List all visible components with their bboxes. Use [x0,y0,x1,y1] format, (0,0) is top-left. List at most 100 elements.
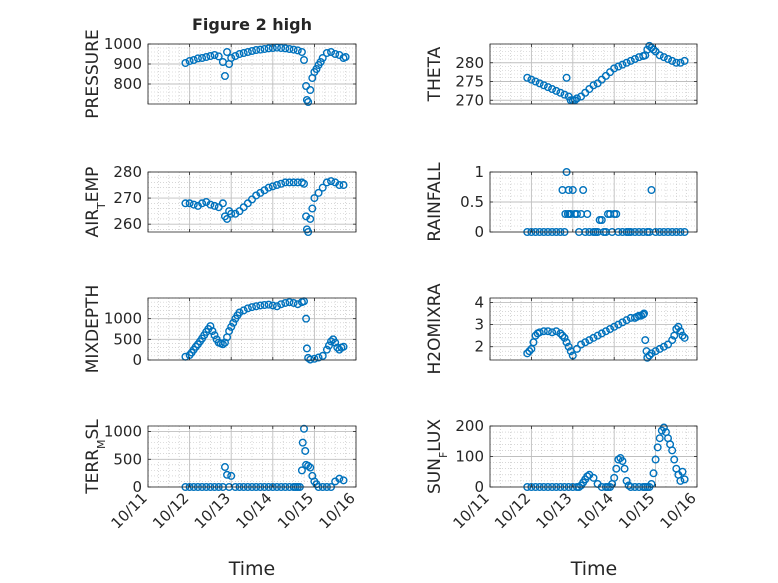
data-point [572,209,581,218]
data-point [301,446,310,455]
data-point [220,71,229,80]
data-point [302,344,311,353]
x-tick-label: 10/11 [450,489,493,532]
data-point [227,322,236,331]
data-point [304,97,313,106]
y-tick-label: 4 [474,293,484,311]
y-tick-label: 3 [474,316,484,334]
data-point [318,183,327,192]
data-point [680,333,689,342]
y-axis-label: H2OMIXRA [425,283,445,374]
data-point [531,77,540,86]
data-point [285,178,294,187]
y-axis-label: SUNFLUX [425,419,450,494]
data-point [612,464,621,473]
data-point [256,45,265,54]
y-tick-label: 200 [455,417,484,435]
data-point [206,52,215,61]
data-point [676,476,685,485]
data-point [314,353,323,362]
data-point [585,336,594,345]
y-axis-label: MIXDEPTH [83,285,103,374]
data-point [331,338,340,347]
data-point [293,46,302,55]
data-point [247,195,256,204]
data-point [316,58,325,67]
data-point [659,423,668,432]
data-point [672,58,681,67]
data-point [556,88,565,97]
data-point [318,54,327,63]
data-point [235,207,244,216]
data-point [247,47,256,56]
data-point [664,340,673,349]
data-point [577,340,586,349]
y-tick-label: 500 [113,330,142,348]
data-point [655,344,664,353]
data-point [310,354,319,363]
subplot-terr-msl: 0500100010/1110/1210/1310/1410/1510/16TE… [83,419,359,533]
data-point [651,347,660,356]
data-point [674,322,683,331]
y-tick-label: 280 [455,54,484,72]
data-point [618,60,627,69]
data-point [235,308,244,317]
data-point [668,446,677,455]
data-point [208,327,217,336]
y-tick-label: 0 [132,351,142,369]
y-axis-label: THETA [425,46,445,102]
data-point [622,476,631,485]
data-point [523,73,532,82]
data-point [189,56,198,65]
x-tick-label: 10/12 [491,489,534,532]
data-point [304,461,313,470]
data-point [610,322,619,331]
data-point [302,314,311,323]
data-point [268,301,277,310]
subplot-h2omixra: 2 3 4 H2OMIXRA [425,283,698,375]
data-point [252,302,261,311]
data-point [281,44,290,53]
data-point [181,59,190,68]
data-point [570,96,579,105]
data-point [527,75,536,84]
data-point [306,214,315,223]
data-point [649,469,658,478]
data-point [293,300,302,309]
data-point [306,85,315,94]
data-point [676,58,685,67]
data-point [252,46,261,55]
x-tick-label: 10/14 [232,489,275,532]
data-point [614,62,623,71]
data-point [227,209,236,218]
data-point [185,57,194,66]
data-point [277,179,286,188]
data-point [306,463,315,472]
data-point [560,90,569,99]
axes-box [489,43,698,105]
data-point [525,347,534,356]
data-point [548,328,557,337]
data-point [589,81,598,90]
data-point [272,302,281,311]
axes-box [147,425,357,488]
data-point [562,338,571,347]
x-axis-label-left: Time [228,558,276,580]
data-point [645,351,654,360]
data-point [218,340,227,349]
x-tick-label: 10/13 [191,489,234,532]
data-point [202,53,211,62]
data-point [593,331,602,340]
data-point [206,200,215,209]
data-point [239,49,248,58]
y-tick-label: 1 [474,163,484,181]
data-point [556,329,565,338]
data-point [339,181,348,190]
data-point [223,214,232,223]
data-point [243,199,252,208]
x-tick-label: 10/11 [108,489,151,532]
y-tick-label: 1000 [104,35,142,53]
data-point [324,341,333,350]
